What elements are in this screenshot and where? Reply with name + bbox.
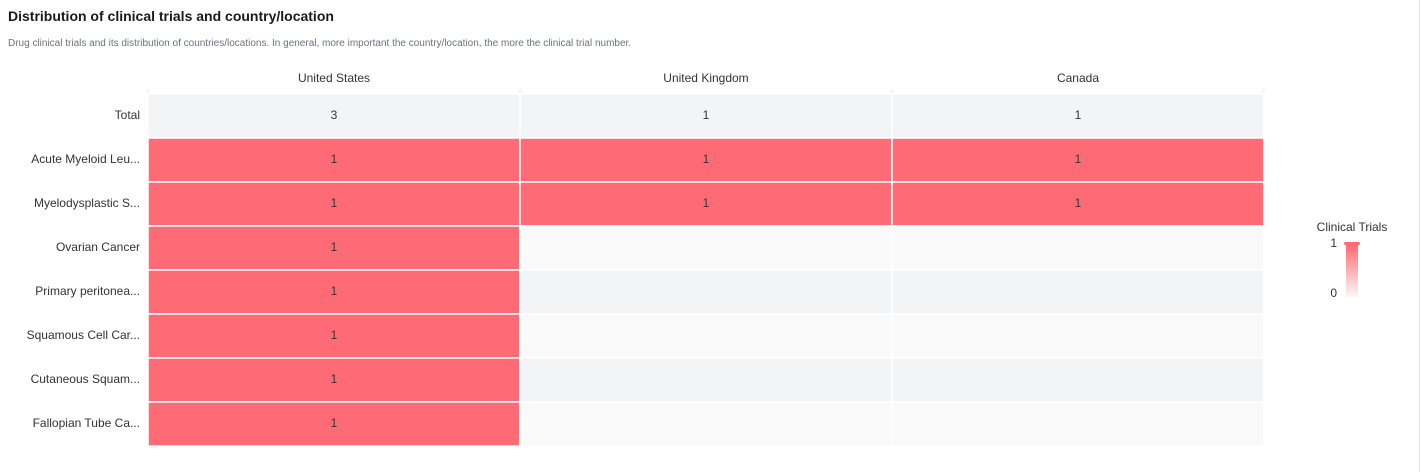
row-label: Ovarian Cancer (56, 240, 140, 254)
cell-value-label: 1 (1075, 108, 1082, 122)
heatmap-cell[interactable] (892, 314, 1264, 358)
cell-value-label: 1 (331, 152, 338, 166)
cell-value-label: 1 (331, 416, 338, 430)
cell-value-label: 1 (331, 240, 338, 254)
row-label: Fallopian Tube Ca... (33, 416, 140, 430)
column-header: United States (298, 71, 370, 85)
column-header: United Kingdom (663, 71, 748, 85)
heatmap-cell[interactable] (892, 358, 1264, 402)
cell-value-label: 1 (1075, 196, 1082, 210)
heatmap-cell[interactable] (892, 226, 1264, 270)
heatmap-cell[interactable] (520, 314, 892, 358)
legend-color-bar (1346, 245, 1358, 297)
row-label: Myelodysplastic S... (34, 196, 140, 210)
column-header: Canada (1057, 71, 1099, 85)
heatmap-cell[interactable] (520, 402, 892, 446)
heatmap-cell[interactable] (520, 226, 892, 270)
heatmap-cell[interactable] (892, 402, 1264, 446)
cell-value-label: 1 (703, 152, 710, 166)
cell-value-label: 1 (331, 196, 338, 210)
row-label: Primary peritonea... (35, 284, 140, 298)
cell-value-label: 1 (1075, 152, 1082, 166)
legend-min-label: 0 (1330, 286, 1337, 300)
card-right-border (1419, 0, 1420, 472)
cell-value-label: 1 (331, 372, 338, 386)
heatmap-cell[interactable] (520, 270, 892, 314)
legend-title: Clinical Trials (1317, 220, 1388, 234)
row-label: Cutaneous Squam... (31, 372, 140, 386)
cell-value-label: 1 (331, 284, 338, 298)
heatmap-cell[interactable] (520, 358, 892, 402)
cell-value-label: 3 (331, 108, 338, 122)
heatmap-cell[interactable] (892, 270, 1264, 314)
row-label: Squamous Cell Car... (27, 328, 140, 342)
cell-value-label: 1 (703, 108, 710, 122)
legend-max-label: 1 (1330, 236, 1337, 250)
cell-value-label: 1 (703, 196, 710, 210)
cell-value-label: 1 (331, 328, 338, 342)
row-label: Total (115, 108, 140, 122)
legend-handle[interactable] (1344, 242, 1360, 245)
row-label: Acute Myeloid Leu... (31, 152, 140, 166)
